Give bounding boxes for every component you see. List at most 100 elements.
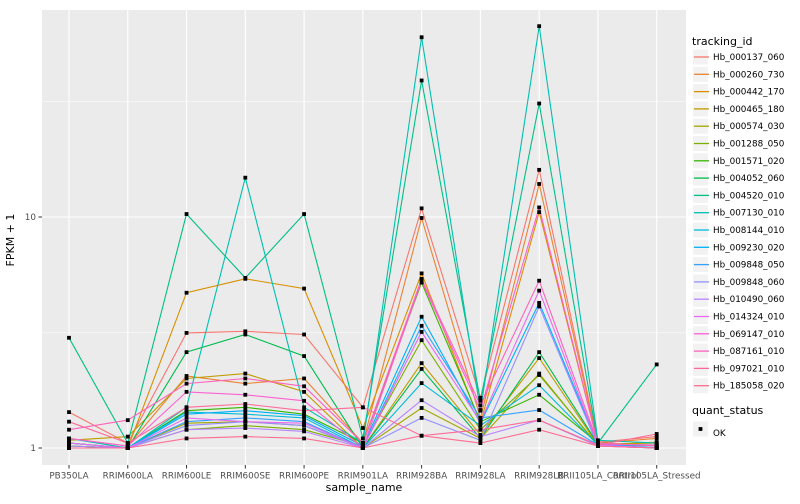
legend-label: Hb_087161_010 <box>713 347 785 357</box>
legend-label: Hb_001288_050 <box>713 140 785 150</box>
data-point <box>125 446 130 450</box>
data-point <box>67 335 71 340</box>
quant-status-marker <box>698 427 703 431</box>
data-point <box>419 276 424 281</box>
data-point <box>537 182 542 186</box>
data-point <box>419 367 424 371</box>
data-point <box>478 427 483 432</box>
x-tick-label: RRII105LA_Control <box>557 472 639 482</box>
legend-quant-status: quant_status OK <box>692 404 764 439</box>
legend-label: Hb_009848_060 <box>713 278 785 288</box>
x-tick-label: RRIM928LB <box>514 472 564 482</box>
data-point <box>302 421 306 426</box>
legend-label: Hb_097021_010 <box>713 364 785 374</box>
data-point <box>243 408 248 413</box>
legend-entry-Hb_185058_020: Hb_185058_020 <box>693 378 785 394</box>
data-point <box>125 434 130 439</box>
data-point <box>184 419 189 424</box>
data-point <box>537 288 542 293</box>
legend-label: Hb_069147_010 <box>713 330 785 340</box>
quant-status-ok-label: OK <box>713 429 726 439</box>
data-point <box>419 271 424 276</box>
legend-entry-Hb_000465_180: Hb_000465_180 <box>693 101 785 117</box>
data-point <box>243 376 248 381</box>
data-point <box>537 101 542 106</box>
data-point <box>419 216 424 220</box>
data-point <box>184 436 189 441</box>
data-point <box>184 350 189 355</box>
data-point <box>419 338 424 343</box>
data-point <box>478 403 483 408</box>
data-point <box>184 290 189 295</box>
data-point <box>478 438 483 443</box>
legend-label: Hb_008144_010 <box>713 226 785 236</box>
data-point <box>654 444 659 448</box>
data-point <box>184 374 189 378</box>
data-point <box>302 212 306 216</box>
legend-entry-Hb_087161_010: Hb_087161_010 <box>693 343 785 359</box>
data-point <box>537 427 542 432</box>
data-point <box>302 436 306 441</box>
legend-entry-Hb_001571_020: Hb_001571_020 <box>693 153 785 169</box>
data-point <box>654 441 659 446</box>
legend-label: Hb_001571_020 <box>713 157 785 167</box>
data-point <box>654 432 659 436</box>
data-point <box>67 419 71 424</box>
data-point <box>243 415 248 420</box>
data-point <box>419 78 424 83</box>
x-axis-title: sample_name <box>326 481 403 494</box>
data-point <box>360 436 365 441</box>
legend-label: Hb_004052_060 <box>713 174 785 184</box>
data-point <box>360 441 365 446</box>
data-point <box>654 436 659 441</box>
data-point <box>360 426 365 430</box>
data-point <box>184 410 189 415</box>
data-point <box>302 286 306 291</box>
data-point <box>243 405 248 410</box>
data-point <box>537 383 542 388</box>
data-point <box>478 419 483 424</box>
legend-label: Hb_000465_180 <box>713 105 785 115</box>
data-point <box>243 402 248 406</box>
data-point-layer <box>67 24 659 450</box>
legend-label: Hb_007130_010 <box>713 209 785 219</box>
legend-entry-Hb_097021_010: Hb_097021_010 <box>693 360 785 376</box>
data-point <box>478 415 483 420</box>
data-point <box>67 444 71 448</box>
legend-entry-Hb_069147_010: Hb_069147_010 <box>693 326 785 342</box>
data-point <box>243 332 248 337</box>
data-point <box>360 444 365 448</box>
data-point <box>537 167 542 172</box>
data-point <box>302 398 306 403</box>
x-tick-label: PB350LA <box>49 472 88 482</box>
legend-entry-Hb_009848_050: Hb_009848_050 <box>693 257 785 273</box>
data-point <box>360 405 365 410</box>
data-point <box>537 210 542 215</box>
x-tick-label: RRIM928BA <box>396 472 447 482</box>
data-point <box>596 441 600 446</box>
legend-label: Hb_000442_170 <box>713 88 785 98</box>
data-point <box>243 392 248 397</box>
legend-entry-Hb_010490_060: Hb_010490_060 <box>693 291 785 307</box>
data-point <box>478 423 483 428</box>
data-point <box>419 35 424 40</box>
data-point <box>537 205 542 210</box>
y-tick-label: 10 <box>25 213 37 223</box>
data-point <box>419 361 424 366</box>
data-point <box>302 423 306 428</box>
data-point <box>184 415 189 420</box>
data-point <box>419 398 424 403</box>
y-axis-title: FPKM + 1 <box>4 214 17 267</box>
data-point <box>243 275 248 280</box>
data-point <box>419 280 424 285</box>
data-point <box>537 356 542 361</box>
data-point <box>478 441 483 446</box>
x-tick-label: RRIM600SE <box>220 472 270 482</box>
data-point <box>184 405 189 410</box>
data-point <box>537 278 542 283</box>
legend-label: Hb_014324_010 <box>713 313 785 323</box>
data-point <box>302 415 306 420</box>
data-point <box>243 426 248 430</box>
data-point <box>537 300 542 305</box>
